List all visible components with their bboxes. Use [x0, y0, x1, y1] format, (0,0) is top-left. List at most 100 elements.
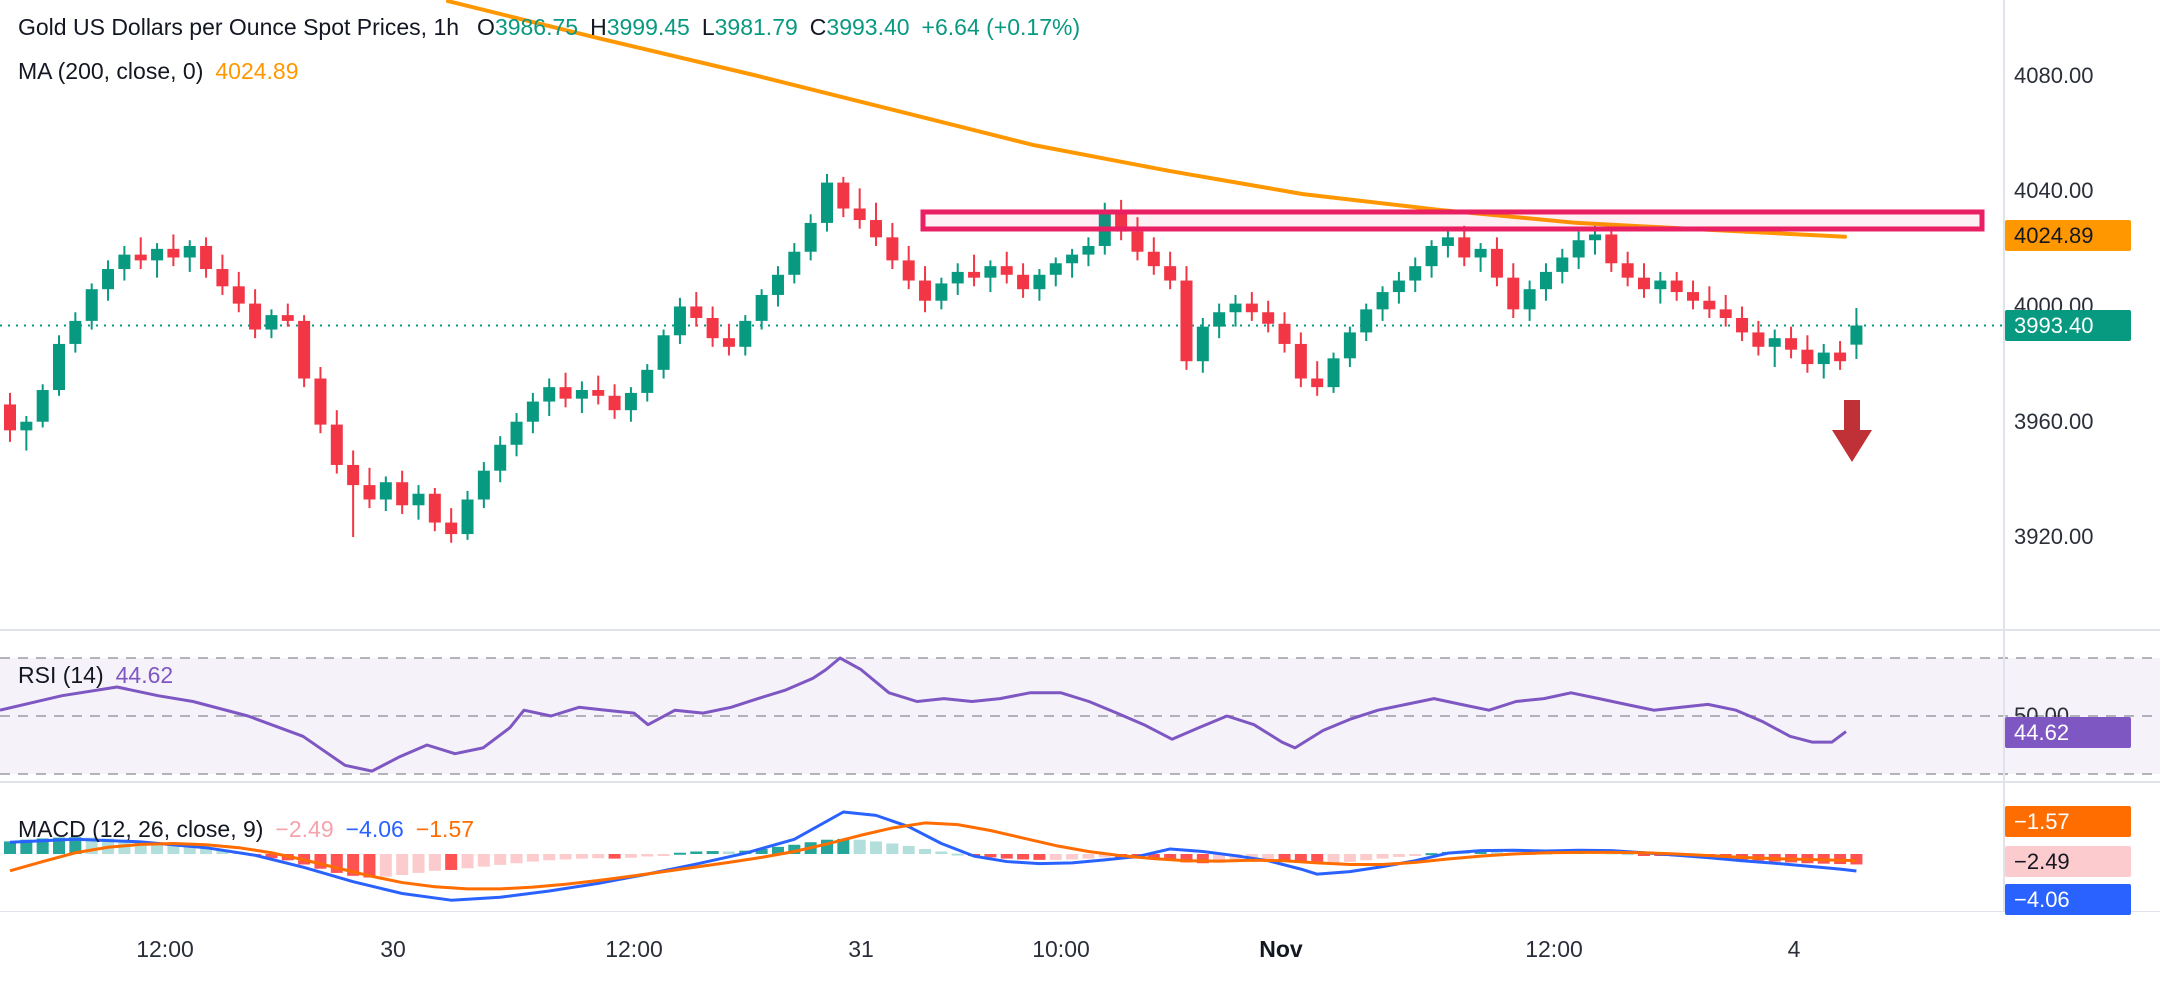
time-axis-label: 10:00: [1032, 936, 1090, 962]
candle-body: [1474, 248, 1487, 258]
macd-hist-bar: [20, 839, 33, 854]
macd-legend-label[interactable]: MACD (12, 26, close, 9): [18, 816, 264, 842]
macd-hist-bar: [396, 854, 409, 875]
candle-body: [1245, 303, 1258, 313]
macd-hist-bar: [1638, 854, 1650, 856]
candle-body: [1507, 277, 1520, 310]
macd-hist-bar: [1082, 854, 1095, 859]
candle-body: [1392, 280, 1405, 293]
candle-body: [886, 237, 899, 261]
candle-body: [935, 283, 948, 301]
candle-body: [526, 401, 539, 422]
candle-body: [69, 320, 82, 344]
candle-body: [494, 444, 507, 471]
candle-body: [821, 182, 833, 223]
candle-body: [1801, 349, 1814, 365]
macd-hist-bar: [853, 839, 866, 854]
candle-body: [53, 343, 66, 391]
macd-hist-bar: [608, 854, 621, 859]
ma-price-badge: 4024.89: [2005, 220, 2131, 251]
candle-body: [1229, 303, 1242, 313]
macd-hist-bar: [902, 846, 915, 854]
candle-body: [412, 493, 425, 506]
macd-hist-bar: [1490, 851, 1503, 854]
time-axis-label: 4: [1787, 936, 1801, 962]
macd-hist-bar: [951, 853, 964, 856]
macd-hist-bar: [575, 854, 588, 859]
open-value: 3986.75: [494, 14, 579, 40]
macd-hist-bar: [673, 852, 686, 855]
macd-hist-bar: [1425, 853, 1438, 856]
macd-hist-bar: [559, 854, 572, 860]
low-value: 3981.79: [714, 14, 798, 40]
macd-line: [9, 810, 1857, 902]
macd-hist-bar: [837, 838, 850, 854]
ma-legend-label[interactable]: MA (200, close, 0): [18, 58, 204, 84]
rsi-line: [0, 656, 1847, 773]
candle-body: [510, 421, 523, 445]
macd-hist-bar: [935, 851, 948, 854]
macd-hist-bar: [1327, 854, 1340, 864]
candle-body: [200, 245, 213, 270]
candle-body: [461, 499, 474, 535]
candle-body: [984, 266, 997, 278]
symbol-title[interactable]: Gold US Dollars per Ounce Spot Prices, 1…: [18, 14, 460, 40]
candle-body: [20, 421, 33, 431]
candle-body: [1441, 237, 1454, 246]
price-axis[interactable]: 3920.00 3960.00 4000.00 4040.00 4080.00 50.0…: [2004, 0, 2160, 912]
candlestick-series: [4, 173, 1863, 543]
change-value: +6.64 (+0.17%): [921, 14, 1081, 40]
candle-body: [739, 320, 752, 347]
resistance-zone: [920, 209, 1985, 232]
candle-body: [347, 464, 360, 486]
rsi-value-badge: 44.62: [2005, 717, 2131, 748]
candle-body: [1082, 245, 1095, 255]
candle-body: [183, 245, 196, 258]
candle-body: [1752, 332, 1765, 347]
macd-hist-bar: [1311, 854, 1324, 864]
rsi-legend: RSI (14) 44.62: [18, 660, 173, 690]
candle-body: [1213, 312, 1226, 327]
candle-body: [36, 390, 49, 422]
candle-body: [1180, 280, 1193, 362]
macd-hist-bar: [1017, 854, 1030, 860]
candle-body: [592, 390, 605, 396]
candle-body: [543, 387, 556, 402]
candle-body: [641, 369, 654, 393]
macd-hist-bar: [216, 849, 229, 854]
macd-hist-bar: [984, 854, 997, 858]
main-legend: Gold US Dollars per Ounce Spot Prices, 1…: [18, 12, 1080, 42]
candle-body: [1572, 240, 1585, 258]
rsi-legend-label[interactable]: RSI (14): [18, 662, 104, 688]
candle-body: [314, 378, 327, 425]
macd-hist-bar: [886, 843, 899, 854]
ma200-line: [446, 0, 1847, 239]
candle-body: [330, 424, 343, 465]
macd-hist-bar: [1164, 854, 1177, 861]
candle-body: [1278, 323, 1291, 344]
time-axis-label: 12:00: [136, 936, 194, 962]
candle-body: [1017, 274, 1030, 290]
candle-body: [118, 254, 131, 270]
candle-body: [559, 387, 572, 399]
candle-body: [1458, 237, 1471, 258]
candle-body: [1817, 352, 1830, 365]
last-price-badge: 3993.40: [2005, 310, 2131, 341]
candle-body: [1376, 292, 1389, 310]
candle-body: [575, 390, 588, 399]
macd-legend: MACD (12, 26, close, 9) −2.49 −4.06 −1.5…: [18, 814, 474, 844]
macd-hist-bar: [461, 854, 474, 869]
candle-body: [1736, 318, 1749, 333]
candle-body: [1605, 234, 1618, 264]
price-tick-label: 3920.00: [2014, 523, 2094, 549]
candle-body: [216, 269, 229, 287]
candle-body: [837, 182, 850, 209]
candle-body: [1000, 266, 1013, 275]
candle-body: [755, 294, 768, 321]
macd-hist-bar: [1213, 854, 1226, 863]
candle-body: [477, 470, 490, 500]
time-axis[interactable]: 12:00 30 12:00 31 10:00 Nov 12:00 4: [0, 912, 2160, 986]
candle-body: [853, 208, 866, 221]
